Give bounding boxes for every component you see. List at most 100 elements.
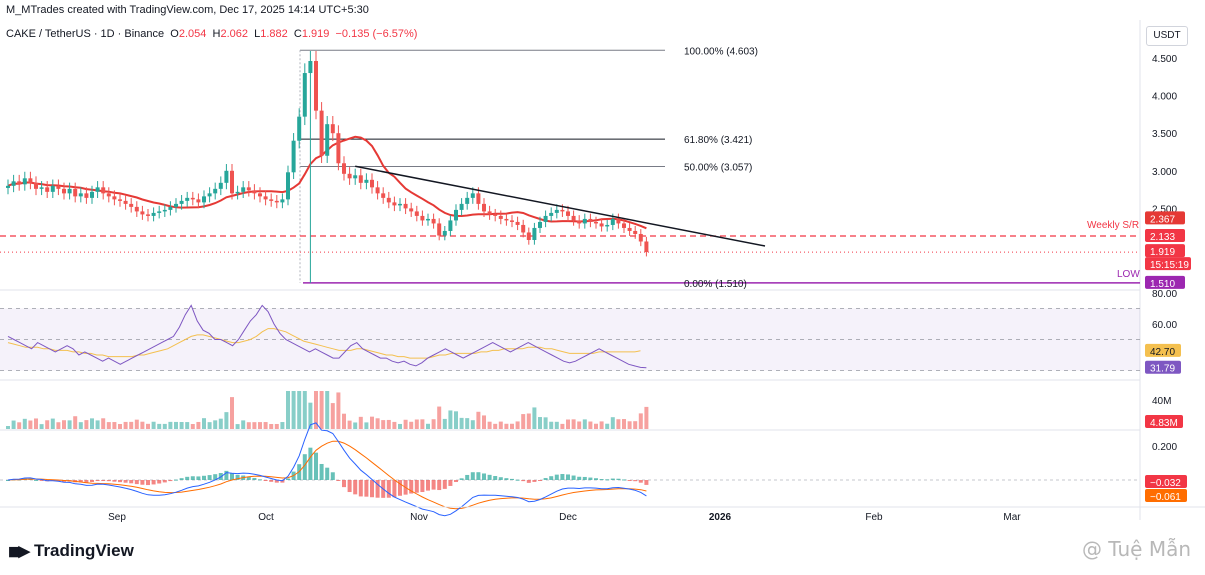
macd-histogram-bar xyxy=(465,474,470,480)
volume-bar xyxy=(437,406,442,429)
macd-histogram-bar xyxy=(95,480,100,481)
macd-histogram-bar xyxy=(263,480,268,481)
volume-bar xyxy=(185,422,190,429)
candle-body xyxy=(185,197,190,201)
candle-body xyxy=(487,211,492,215)
volume-bar xyxy=(571,419,576,429)
candle-body xyxy=(465,197,470,204)
volume-bar xyxy=(554,421,559,429)
macd-histogram-bar xyxy=(599,479,604,481)
volume-bar xyxy=(314,391,318,429)
volume-bar xyxy=(258,422,262,429)
volume-bar xyxy=(426,423,430,429)
volume-bar xyxy=(493,423,498,429)
macd-histogram-bar xyxy=(549,476,554,480)
candle-body xyxy=(73,188,78,197)
symbol-name[interactable]: CAKE / TetherUS · 1D · Binance xyxy=(6,28,165,40)
candle-body xyxy=(28,178,33,183)
rsi-ma-line xyxy=(7,328,641,359)
volume-bar xyxy=(95,420,100,429)
volume-bar xyxy=(235,424,240,429)
candle-body xyxy=(224,170,229,183)
candle-body xyxy=(426,218,430,221)
macd-histogram-bar xyxy=(538,480,542,481)
macd-histogram-bar xyxy=(84,480,89,483)
volume-bar xyxy=(84,420,89,429)
candle-body xyxy=(39,187,44,189)
symbol-legend: CAKE / TetherUS · 1D · Binance O2.054 H2… xyxy=(6,28,417,40)
candle-body xyxy=(347,173,352,179)
macd-histogram-bar xyxy=(185,476,190,480)
y-tick-label: 4.000 xyxy=(1152,92,1177,103)
candle-body xyxy=(386,197,391,203)
trend-line xyxy=(355,165,766,247)
volume-bar xyxy=(386,419,391,429)
x-tick-label: Dec xyxy=(559,512,577,523)
volume-bar xyxy=(521,414,526,429)
candle-body xyxy=(157,211,162,213)
macd-histogram-bar xyxy=(627,480,632,481)
candle-body xyxy=(610,218,615,225)
macd-histogram-bar xyxy=(448,480,453,486)
candle-body xyxy=(308,61,313,74)
candle-body xyxy=(392,202,397,206)
volume-bar xyxy=(101,418,106,429)
candle-body xyxy=(364,179,369,183)
candle-body xyxy=(358,175,363,183)
candle-body xyxy=(638,233,643,242)
candle-body xyxy=(314,61,318,111)
macd-tag-bg xyxy=(1145,489,1187,502)
volume-bar xyxy=(381,420,386,429)
macd-histogram-bar xyxy=(353,480,358,495)
volume-bar xyxy=(22,418,27,429)
macd-line xyxy=(7,422,647,517)
rsi-tag-bg xyxy=(1145,360,1181,374)
candle-body xyxy=(633,230,638,234)
volume-bar xyxy=(263,422,268,429)
volume-bar xyxy=(230,397,234,429)
macd-histogram-bar xyxy=(224,470,229,480)
macd-histogram-bar xyxy=(638,480,643,483)
candle-body xyxy=(448,220,453,231)
created-by-text: M_MTrades created with TradingView.com, … xyxy=(6,4,369,16)
macd-histogram-bar xyxy=(274,480,279,483)
price-tag-bg xyxy=(1145,275,1185,289)
watermark: @ Tuệ Mẫn xyxy=(1081,537,1191,561)
x-tick-label: Nov xyxy=(410,512,428,523)
macd-histogram-bar xyxy=(437,480,442,491)
candle-body xyxy=(644,241,649,253)
rsi-tick-label: 60.00 xyxy=(1152,320,1177,331)
macd-histogram-bar xyxy=(168,480,173,482)
macd-histogram-bar xyxy=(56,480,61,482)
volume-bar xyxy=(470,420,475,429)
price-tag-bg xyxy=(1145,257,1191,271)
macd-histogram-bar xyxy=(622,479,626,481)
macd-histogram-bar xyxy=(39,480,44,481)
high-value: 2.062 xyxy=(220,28,248,40)
candle-body xyxy=(84,193,89,198)
volume-bar xyxy=(241,420,246,429)
macd-tag: −0.061 xyxy=(1150,492,1181,503)
candle-body xyxy=(123,200,128,204)
volume-bar xyxy=(291,391,296,429)
tradingview-logo[interactable]: ◼▶ TradingView xyxy=(8,541,134,561)
candle-body xyxy=(230,170,234,194)
currency-button[interactable]: USDT xyxy=(1146,26,1188,46)
y-tick-label: 3.500 xyxy=(1152,129,1177,140)
candle-body xyxy=(202,196,206,203)
candle-body xyxy=(246,187,251,191)
candle-body xyxy=(319,110,324,156)
candle-body xyxy=(168,206,173,210)
volume-bar xyxy=(375,418,380,429)
candle-body xyxy=(325,124,330,156)
macd-histogram-bar xyxy=(134,480,139,485)
candle-body xyxy=(504,218,509,221)
macd-histogram-bar xyxy=(330,472,335,480)
macd-histogram-bar xyxy=(364,480,369,497)
candle-body xyxy=(213,188,218,194)
price-tag: 1.919 xyxy=(1150,247,1175,258)
candle-body xyxy=(101,187,106,194)
volume-bar xyxy=(196,421,201,429)
candle-body xyxy=(252,190,257,194)
